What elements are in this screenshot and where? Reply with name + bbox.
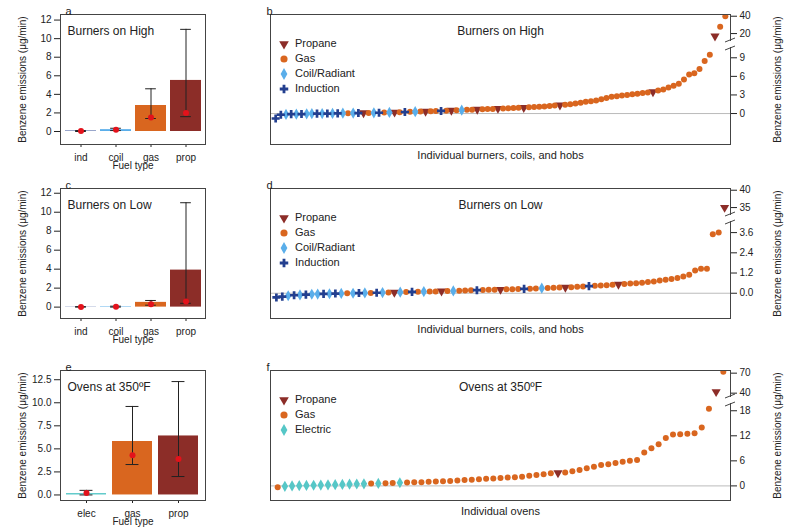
svg-text:40: 40 <box>740 184 752 195</box>
svg-text:9: 9 <box>740 52 746 63</box>
svg-text:0: 0 <box>740 480 746 491</box>
svg-text:prop: prop <box>168 508 188 519</box>
svg-text:Benzene emissions (μg/min): Benzene emissions (μg/min) <box>772 190 783 316</box>
svg-text:5.0: 5.0 <box>38 443 52 454</box>
svg-text:12: 12 <box>740 430 752 441</box>
svg-text:c: c <box>66 179 72 191</box>
svg-text:8: 8 <box>46 51 52 62</box>
svg-text:Burners on Low: Burners on Low <box>458 198 542 212</box>
svg-text:Benzene emissions (μg/min): Benzene emissions (μg/min) <box>772 16 783 142</box>
svg-text:4: 4 <box>46 89 52 100</box>
svg-text:prop: prop <box>176 152 196 163</box>
svg-text:6: 6 <box>46 70 52 81</box>
html-text:Propane: Propane <box>295 37 337 49</box>
svg-text:gas: gas <box>124 507 141 519</box>
svg-text:0.0: 0.0 <box>38 489 52 500</box>
svg-text:Benzene emissions (μg/min): Benzene emissions (μg/min) <box>17 16 28 142</box>
svg-text:3: 3 <box>740 89 746 100</box>
svg-text:0: 0 <box>46 301 52 312</box>
svg-text:2.5: 2.5 <box>38 466 52 477</box>
html-text:Electric: Electric <box>295 423 332 435</box>
svg-text:Fuel type: Fuel type <box>112 160 154 171</box>
svg-text:6: 6 <box>46 244 52 255</box>
svg-text:coil: coil <box>108 325 124 337</box>
svg-text:Burners on Low: Burners on Low <box>68 198 152 212</box>
svg-text:0.0: 0.0 <box>740 287 754 298</box>
svg-text:2: 2 <box>46 107 52 118</box>
svg-text:gas: gas <box>142 151 160 163</box>
html-text:Gas: Gas <box>295 226 316 238</box>
svg-text:Benzene emissions (μg/min): Benzene emissions (μg/min) <box>772 372 783 498</box>
svg-text:2.4: 2.4 <box>740 247 754 258</box>
svg-text:gas: gas <box>142 325 160 337</box>
svg-text:7.5: 7.5 <box>38 420 52 431</box>
svg-text:20: 20 <box>740 28 752 39</box>
svg-text:12: 12 <box>40 14 52 25</box>
svg-text:Individual ovens: Individual ovens <box>461 505 540 517</box>
svg-text:6: 6 <box>740 455 746 466</box>
svg-text:0: 0 <box>740 108 746 119</box>
svg-text:1.2: 1.2 <box>740 267 754 278</box>
svg-text:b: b <box>267 5 273 17</box>
svg-text:prop: prop <box>176 326 196 337</box>
svg-text:ind: ind <box>74 152 87 163</box>
svg-text:Individual burners, coils, and: Individual burners, coils, and hobs <box>417 323 584 335</box>
svg-text:d: d <box>267 179 273 191</box>
svg-text:coil: coil <box>108 151 124 163</box>
svg-text:70: 70 <box>740 367 752 378</box>
svg-text:e: e <box>66 361 72 373</box>
svg-text:4: 4 <box>46 263 52 274</box>
html-text:Gas: Gas <box>295 408 316 420</box>
svg-text:Ovens at 350ºF: Ovens at 350ºF <box>459 380 542 394</box>
svg-text:12.5: 12.5 <box>32 374 52 385</box>
svg-text:10.0: 10.0 <box>32 397 52 408</box>
svg-text:Individual burners, coils, and: Individual burners, coils, and hobs <box>417 149 584 161</box>
svg-text:18: 18 <box>740 405 752 416</box>
svg-text:2: 2 <box>46 282 52 293</box>
svg-text:elec: elec <box>77 508 95 519</box>
svg-text:10: 10 <box>40 33 52 44</box>
svg-text:f: f <box>267 361 271 373</box>
svg-text:10: 10 <box>40 206 52 217</box>
svg-text:a: a <box>66 5 73 17</box>
svg-text:Fuel type: Fuel type <box>112 334 154 345</box>
svg-text:Ovens at 350ºF: Ovens at 350ºF <box>68 380 151 394</box>
svg-text:0: 0 <box>46 126 52 137</box>
svg-text:Burners on High: Burners on High <box>68 24 155 38</box>
svg-text:6: 6 <box>740 71 746 82</box>
svg-text:8: 8 <box>46 225 52 236</box>
svg-text:40: 40 <box>740 387 752 398</box>
svg-text:35: 35 <box>740 202 752 213</box>
html-text:Induction: Induction <box>295 256 340 268</box>
svg-text:40: 40 <box>740 10 752 21</box>
html-text:Propane: Propane <box>295 211 337 223</box>
html-text:Gas: Gas <box>295 52 316 64</box>
svg-text:12: 12 <box>40 187 52 198</box>
html-text:Coil/Radiant: Coil/Radiant <box>295 67 355 79</box>
svg-text:3.6: 3.6 <box>740 227 754 238</box>
html-text:Propane: Propane <box>295 393 337 405</box>
svg-text:Benzene emissions (μg/min): Benzene emissions (μg/min) <box>17 372 28 498</box>
svg-text:Burners on High: Burners on High <box>457 24 544 38</box>
svg-text:Fuel type: Fuel type <box>112 516 154 527</box>
html-text:Coil/Radiant: Coil/Radiant <box>295 241 355 253</box>
html-text:Induction: Induction <box>295 82 340 94</box>
svg-text:Benzene emissions (μg/min): Benzene emissions (μg/min) <box>17 190 28 316</box>
svg-text:ind: ind <box>74 326 87 337</box>
